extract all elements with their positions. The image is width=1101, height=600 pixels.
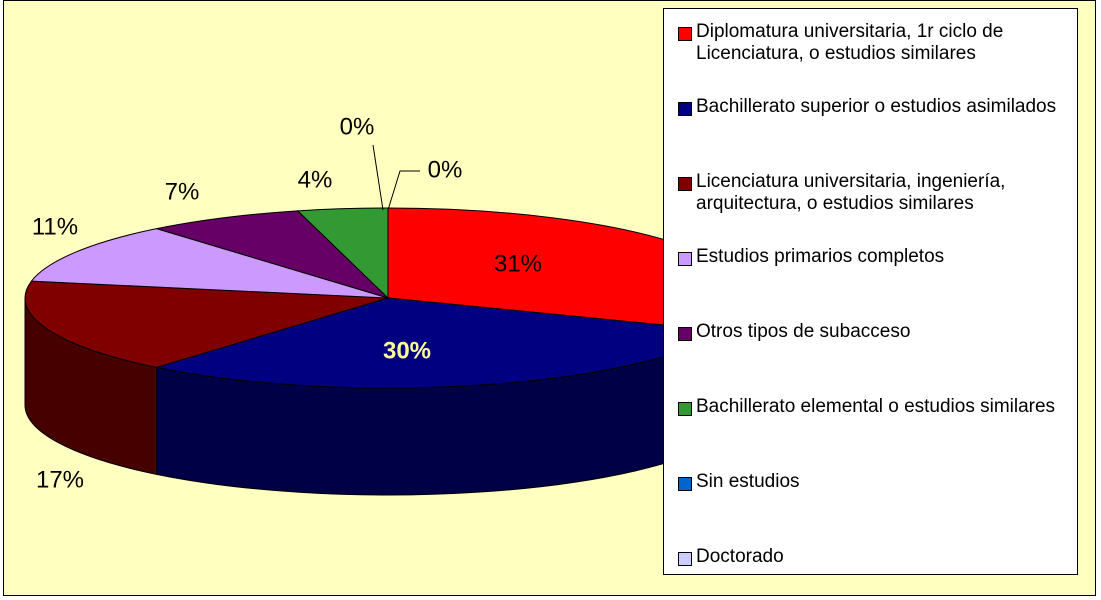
- legend-swatch: [678, 402, 692, 416]
- data-label: 0%: [340, 113, 375, 140]
- data-label: 7%: [165, 178, 200, 205]
- legend-label: Otros tipos de subacceso: [696, 321, 911, 342]
- legend-label: Diplomatura universitaria, 1r ciclo de L…: [696, 21, 1004, 64]
- legend-label: Bachillerato elemental o estudios simila…: [696, 396, 1056, 417]
- data-label: 31%: [494, 250, 542, 277]
- data-label: 30%: [383, 337, 431, 364]
- legend-label: Bachillerato superior o estudios asimila…: [696, 96, 1057, 117]
- data-label: 11%: [32, 213, 78, 240]
- data-label: 0%: [428, 156, 463, 183]
- legend-entry: Bachillerato superior o estudios asimila…: [678, 96, 1073, 171]
- leader-line: [387, 170, 420, 211]
- slice: [24, 280, 389, 368]
- legend-label: Licenciatura universitaria, ingeniería, …: [696, 171, 1006, 214]
- legend-swatch: [678, 177, 692, 191]
- legend-swatch: [678, 477, 692, 491]
- legend-entry: Otros tipos de subacceso: [678, 321, 1073, 396]
- legend-swatch: [678, 102, 692, 116]
- legend-entry: Sin estudios: [678, 471, 1073, 546]
- data-label: 17%: [36, 466, 84, 493]
- legend-entry: Diplomatura universitaria, 1r ciclo de L…: [678, 21, 1073, 96]
- legend-entry: Estudios primarios completos: [678, 246, 1073, 321]
- legend-swatch: [678, 27, 692, 41]
- legend-entry: Doctorado: [678, 546, 1073, 574]
- legend-swatch: [678, 552, 692, 566]
- legend: Diplomatura universitaria, 1r ciclo de L…: [663, 8, 1078, 575]
- legend-swatch: [678, 252, 692, 266]
- legend-swatch: [678, 327, 692, 341]
- data-label: 4%: [298, 166, 333, 193]
- legend-entry: Licenciatura universitaria, ingeniería, …: [678, 171, 1073, 246]
- slice: [156, 210, 389, 299]
- legend-entry: Bachillerato elemental o estudios simila…: [678, 396, 1073, 471]
- legend-label: Sin estudios: [696, 471, 800, 492]
- slice: [30, 228, 389, 299]
- legend-label: Doctorado: [696, 546, 784, 567]
- leader-line: [372, 144, 384, 211]
- legend-label: Estudios primarios completos: [696, 246, 945, 267]
